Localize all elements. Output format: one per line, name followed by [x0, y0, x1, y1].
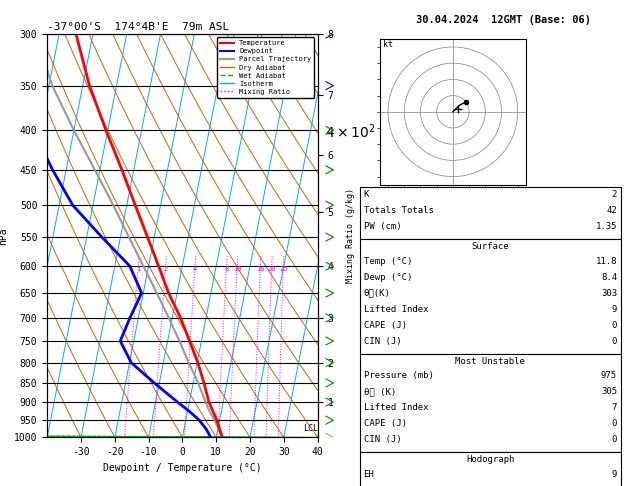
Text: -37°00'S  174°4B'E  79m ASL: -37°00'S 174°4B'E 79m ASL: [47, 22, 230, 32]
Text: 303: 303: [601, 289, 617, 298]
Text: θᴄ(K): θᴄ(K): [364, 289, 391, 298]
Text: 16: 16: [256, 266, 265, 272]
Text: 30.04.2024  12GMT (Base: 06): 30.04.2024 12GMT (Base: 06): [416, 15, 591, 25]
Text: 20: 20: [267, 266, 276, 272]
Y-axis label: hPa: hPa: [0, 227, 8, 244]
Text: K: K: [364, 190, 369, 199]
Text: Mixing Ratio (g/kg): Mixing Ratio (g/kg): [346, 188, 355, 283]
Text: 11.8: 11.8: [596, 257, 617, 266]
Text: Dewp (°C): Dewp (°C): [364, 273, 412, 282]
Text: Pressure (mb): Pressure (mb): [364, 371, 433, 381]
Text: 2: 2: [164, 266, 168, 272]
Text: 0: 0: [611, 435, 617, 445]
Text: 975: 975: [601, 371, 617, 381]
Text: 0: 0: [611, 337, 617, 346]
Text: 0: 0: [611, 321, 617, 330]
Text: CAPE (J): CAPE (J): [364, 321, 406, 330]
Text: 4: 4: [193, 266, 197, 272]
Text: 1: 1: [136, 266, 140, 272]
Text: Lifted Index: Lifted Index: [364, 305, 428, 314]
Text: CIN (J): CIN (J): [364, 337, 401, 346]
Text: 9: 9: [611, 470, 617, 479]
Text: Lifted Index: Lifted Index: [364, 403, 428, 413]
Text: 305: 305: [601, 387, 617, 397]
Text: Hodograph: Hodograph: [466, 455, 515, 465]
Text: kt: kt: [383, 40, 393, 49]
Text: 8: 8: [225, 266, 229, 272]
Text: 9: 9: [611, 305, 617, 314]
Text: CIN (J): CIN (J): [364, 435, 401, 445]
Text: Most Unstable: Most Unstable: [455, 357, 525, 366]
Text: 25: 25: [279, 266, 287, 272]
Text: PW (cm): PW (cm): [364, 222, 401, 231]
Text: 8.4: 8.4: [601, 273, 617, 282]
Y-axis label: km
ASL: km ASL: [380, 226, 394, 245]
Text: 42: 42: [606, 206, 617, 215]
Text: 0: 0: [611, 419, 617, 429]
Legend: Temperature, Dewpoint, Parcel Trajectory, Dry Adiabat, Wet Adiabat, Isotherm, Mi: Temperature, Dewpoint, Parcel Trajectory…: [217, 37, 314, 98]
Text: 10: 10: [233, 266, 242, 272]
Text: EH: EH: [364, 470, 374, 479]
Text: θᴄ (K): θᴄ (K): [364, 387, 396, 397]
Text: 1.35: 1.35: [596, 222, 617, 231]
Text: 2: 2: [611, 190, 617, 199]
Text: 7: 7: [611, 403, 617, 413]
Text: LCL: LCL: [303, 424, 318, 434]
X-axis label: Dewpoint / Temperature (°C): Dewpoint / Temperature (°C): [103, 463, 262, 473]
Text: CAPE (J): CAPE (J): [364, 419, 406, 429]
Text: Temp (°C): Temp (°C): [364, 257, 412, 266]
Text: Surface: Surface: [472, 242, 509, 251]
Text: Totals Totals: Totals Totals: [364, 206, 433, 215]
